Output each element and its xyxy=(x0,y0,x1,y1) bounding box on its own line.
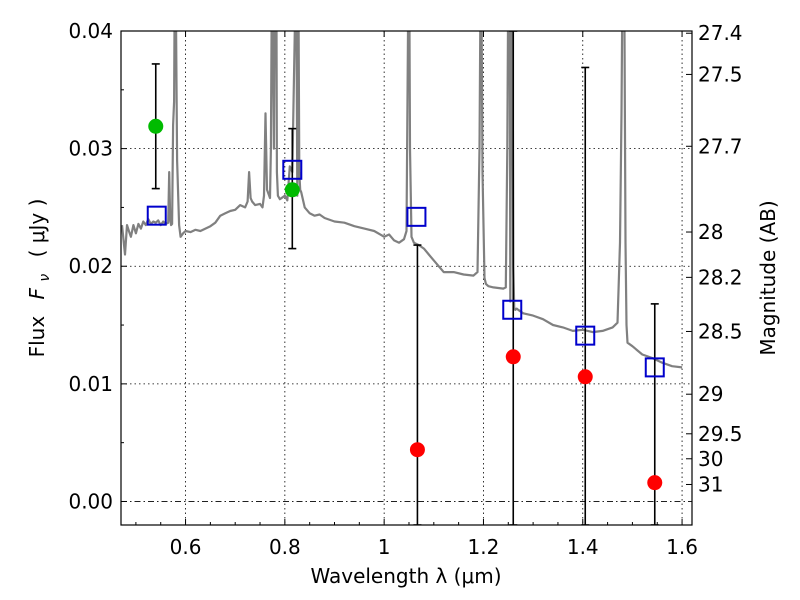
x-tick-label: 1.2 xyxy=(468,535,500,559)
model-spectrum xyxy=(121,31,683,369)
x-tick-label: 0.8 xyxy=(269,535,301,559)
y-tick-label: 0.02 xyxy=(68,254,113,278)
y-tick-label: 0.03 xyxy=(68,137,113,161)
x-tick-label: 1.4 xyxy=(567,535,599,559)
x-tick-label: 1 xyxy=(378,535,391,559)
y-tick-label: 0.01 xyxy=(68,372,113,396)
y-axis-title-symbol: F xyxy=(25,287,49,299)
y2-tick-label: 28 xyxy=(698,220,723,244)
y2-tick-label: 27.5 xyxy=(698,62,743,86)
plot-frame xyxy=(120,30,693,526)
y2-tick-label: 30 xyxy=(698,447,723,471)
data-markers xyxy=(146,118,665,491)
detection-point xyxy=(148,118,164,134)
y-axis-title: Flux F ν ( μJy ) xyxy=(25,199,54,358)
y-axis-title-word: Flux xyxy=(25,316,49,358)
y2-tick-label: 28.2 xyxy=(698,265,743,289)
y2-tick-label: 31 xyxy=(698,472,723,496)
bandpass-square-marker xyxy=(502,299,523,320)
y-axis-title-unit: ( μJy ) xyxy=(25,199,49,258)
x-axis-title: Wavelength λ (μm) xyxy=(310,564,501,588)
bandpass-square-marker xyxy=(644,357,665,378)
nondetection-point xyxy=(505,349,521,365)
y2-tick-label: 28.5 xyxy=(698,319,743,343)
bandpass-square-marker xyxy=(406,206,427,227)
x-axis: 0.6 0.8 1 1.2 1.4 1.6 xyxy=(135,31,698,559)
y2-tick-label: 27.7 xyxy=(698,134,743,158)
y2-tick-label: 29 xyxy=(698,382,723,406)
x-tick-label: 0.6 xyxy=(170,535,202,559)
y-tick-label: 0.00 xyxy=(68,489,113,513)
y2-tick-label: 29.5 xyxy=(698,422,743,446)
y-tick-label: 0.04 xyxy=(68,19,113,43)
bandpass-square-marker xyxy=(146,205,167,226)
y-axis-title-subscript: ν xyxy=(37,274,53,282)
bandpass-square-marker xyxy=(282,159,303,180)
model-spectrum-line xyxy=(121,31,683,369)
detection-point xyxy=(284,182,300,198)
nondetection-point xyxy=(647,475,663,491)
nondetection-point xyxy=(409,442,425,458)
x-tick-label: 1.6 xyxy=(666,535,698,559)
bandpass-square-marker xyxy=(575,325,596,346)
y-axis: 0.00 0.01 0.02 0.03 0.04 xyxy=(68,19,127,513)
nondetection-point xyxy=(577,369,593,385)
y2-tick-label: 27.4 xyxy=(698,21,743,45)
y2-axis-title: Magnitude (AB) xyxy=(756,200,780,355)
